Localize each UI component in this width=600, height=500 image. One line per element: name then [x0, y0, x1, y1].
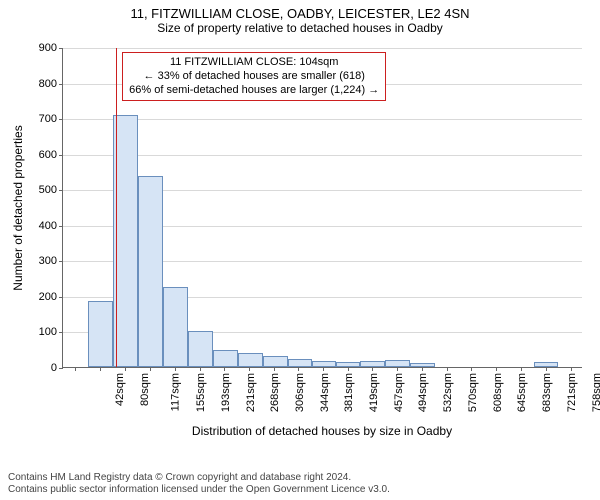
plot-area: 010020030040050060070080090011 FITZWILLI…: [62, 48, 582, 368]
y-tick-label: 400: [39, 220, 63, 232]
figure: 11, FITZWILLIAM CLOSE, OADBY, LEICESTER,…: [0, 0, 600, 500]
y-tick-label: 200: [39, 291, 63, 303]
x-tick-label: 344sqm: [319, 371, 331, 412]
histogram-bar: [88, 301, 113, 367]
y-tick-label: 100: [39, 326, 63, 338]
footer-credits: Contains HM Land Registry data © Crown c…: [8, 472, 390, 496]
y-axis-title-text: Number of detached properties: [11, 125, 25, 290]
x-tick: [249, 367, 250, 371]
histogram-bar: [213, 350, 238, 367]
x-tick: [323, 367, 324, 371]
y-tick-label: 700: [39, 113, 63, 125]
x-tick: [75, 367, 76, 371]
y-tick-label: 300: [39, 255, 63, 267]
y-axis-title: Number of detached properties: [10, 48, 26, 368]
x-tick-label: 231sqm: [245, 371, 257, 412]
x-tick-label: 645sqm: [517, 371, 529, 412]
x-tick: [447, 367, 448, 371]
x-tick: [571, 367, 572, 371]
x-tick: [422, 367, 423, 371]
footer-line: Contains HM Land Registry data © Crown c…: [8, 472, 390, 484]
annotation-box: 11 FITZWILLIAM CLOSE: 104sqm← 33% of det…: [122, 52, 386, 101]
x-tick-label: 193sqm: [220, 371, 232, 412]
x-tick-label: 758sqm: [591, 371, 600, 412]
x-tick: [471, 367, 472, 371]
x-tick-label: 494sqm: [417, 371, 429, 412]
histogram-bar: [312, 361, 336, 367]
x-tick: [298, 367, 299, 371]
chart-subtitle: Size of property relative to detached ho…: [8, 21, 592, 35]
x-tick: [496, 367, 497, 371]
x-tick-label: 721sqm: [566, 371, 578, 412]
annotation-line: ← 33% of detached houses are smaller (61…: [129, 70, 379, 84]
x-tick: [175, 367, 176, 371]
x-tick-label: 532sqm: [442, 371, 454, 412]
histogram-bar: [288, 359, 313, 367]
x-tick-label: 457sqm: [393, 371, 405, 412]
y-tick-label: 900: [39, 42, 63, 54]
x-tick: [397, 367, 398, 371]
marker-line: [116, 48, 117, 367]
histogram-bar: [163, 287, 188, 367]
x-axis-title: Distribution of detached houses by size …: [62, 424, 582, 438]
x-tick: [125, 367, 126, 371]
y-tick-label: 500: [39, 184, 63, 196]
x-tick: [348, 367, 349, 371]
x-tick-label: 570sqm: [467, 371, 479, 412]
annotation-line: 11 FITZWILLIAM CLOSE: 104sqm: [129, 56, 379, 70]
histogram-bar: [263, 356, 288, 367]
x-tick: [372, 367, 373, 371]
y-tick-label: 800: [39, 78, 63, 90]
y-tick-label: 0: [51, 362, 63, 374]
gridline: [63, 155, 582, 156]
gridline: [63, 119, 582, 120]
x-tick: [224, 367, 225, 371]
x-tick-label: 306sqm: [294, 371, 306, 412]
x-tick-label: 608sqm: [492, 371, 504, 412]
histogram-bar: [188, 331, 213, 367]
chart-title: 11, FITZWILLIAM CLOSE, OADBY, LEICESTER,…: [8, 6, 592, 21]
x-tick: [521, 367, 522, 371]
footer-line: Contains public sector information licen…: [8, 484, 390, 496]
x-tick: [100, 367, 101, 371]
x-tick-label: 683sqm: [541, 371, 553, 412]
x-tick: [546, 367, 547, 371]
histogram-bar: [238, 353, 263, 367]
x-tick: [200, 367, 201, 371]
x-tick-label: 268sqm: [269, 371, 281, 412]
histogram-bar: [138, 176, 163, 367]
annotation-line: 66% of semi-detached houses are larger (…: [129, 84, 379, 98]
x-tick-label: 155sqm: [195, 371, 207, 412]
x-tick-label: 419sqm: [368, 371, 380, 412]
histogram-bar: [385, 360, 410, 367]
x-tick-label: 80sqm: [139, 371, 151, 406]
x-tick-label: 42sqm: [115, 371, 127, 406]
gridline: [63, 48, 582, 49]
x-tick: [274, 367, 275, 371]
y-tick-label: 600: [39, 149, 63, 161]
x-tick-label: 381sqm: [343, 371, 355, 412]
x-tick-label: 117sqm: [169, 371, 181, 411]
x-tick: [150, 367, 151, 371]
